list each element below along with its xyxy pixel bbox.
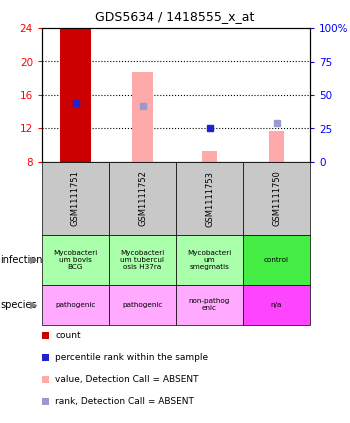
Text: non-pathog
enic: non-pathog enic xyxy=(189,299,230,311)
Bar xyxy=(61,28,91,162)
Text: value, Detection Call = ABSENT: value, Detection Call = ABSENT xyxy=(55,375,198,384)
Text: rank, Detection Call = ABSENT: rank, Detection Call = ABSENT xyxy=(55,397,194,406)
Text: GSM1111751: GSM1111751 xyxy=(71,170,80,226)
Text: count: count xyxy=(55,331,80,340)
Text: n/a: n/a xyxy=(271,302,282,308)
Text: control: control xyxy=(264,257,289,263)
Text: ▶: ▶ xyxy=(29,255,37,265)
Text: GDS5634 / 1418555_x_at: GDS5634 / 1418555_x_at xyxy=(95,10,255,23)
Text: GSM1111752: GSM1111752 xyxy=(138,170,147,226)
Bar xyxy=(269,131,284,162)
Text: ▶: ▶ xyxy=(29,300,37,310)
Text: GSM1111750: GSM1111750 xyxy=(272,170,281,226)
Bar xyxy=(132,71,153,162)
Text: Mycobacteri
um tubercul
osis H37ra: Mycobacteri um tubercul osis H37ra xyxy=(120,250,164,270)
Text: pathogenic: pathogenic xyxy=(55,302,96,308)
Text: pathogenic: pathogenic xyxy=(122,302,163,308)
Text: GSM1111753: GSM1111753 xyxy=(205,170,214,226)
Text: infection: infection xyxy=(0,255,42,265)
Text: percentile rank within the sample: percentile rank within the sample xyxy=(55,353,208,362)
Text: Mycobacteri
um
smegmatis: Mycobacteri um smegmatis xyxy=(187,250,232,270)
Bar xyxy=(202,151,217,162)
Text: species: species xyxy=(0,300,37,310)
Text: Mycobacteri
um bovis
BCG: Mycobacteri um bovis BCG xyxy=(53,250,98,270)
